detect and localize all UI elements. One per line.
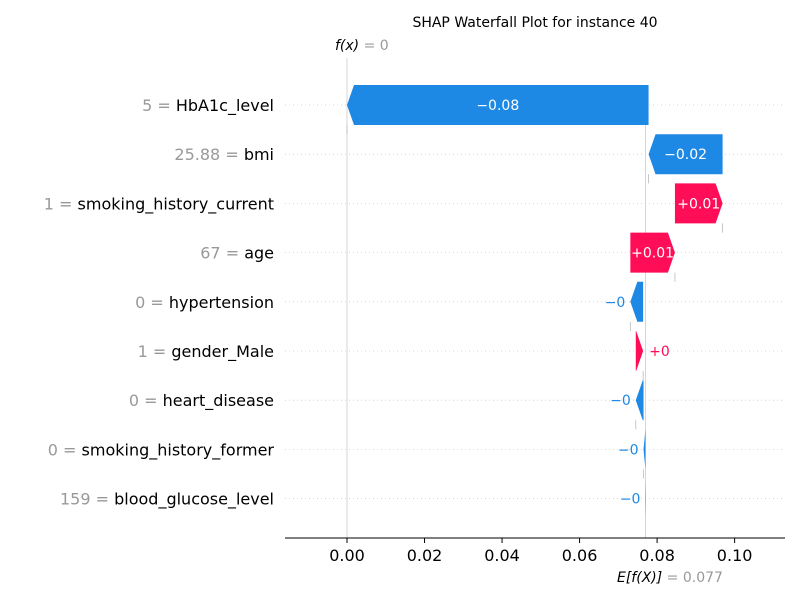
feature-name: smoking_history_former (82, 440, 275, 460)
negative-shap-bar (347, 85, 649, 125)
bar-value-label: +0 (649, 344, 670, 360)
feature-label: 0 = smoking_history_former (48, 440, 275, 460)
chart-title: SHAP Waterfall Plot for instance 40 (412, 15, 657, 31)
bars-layer (347, 85, 723, 519)
x-tick-label: 0.00 (329, 546, 365, 565)
feature-equals: = (220, 145, 244, 164)
feature-value: 1 (44, 194, 54, 213)
labels-layer: −0.08 5 = HbA1c_level −0.02 25.88 = bmi +0.0… (44, 96, 720, 510)
feature-label: 5 = HbA1c_level (142, 96, 274, 116)
bar-value-label: +0.01 (677, 196, 720, 212)
positive-shap-bar (674, 183, 723, 224)
feature-label: 25.88 = bmi (174, 145, 274, 164)
efx-equals: = (667, 570, 683, 586)
feature-value: 67 (200, 244, 220, 263)
feature-equals: = (145, 293, 169, 312)
feature-label: 0 = heart_disease (129, 391, 274, 411)
feature-name: blood_glucose_level (114, 490, 274, 510)
feature-value: 0 (48, 440, 58, 459)
positive-shap-bar (630, 232, 675, 273)
feature-name: bmi (244, 145, 274, 164)
feature-label: 0 = hypertension (135, 293, 274, 312)
x-tick-label: 0.06 (562, 546, 598, 565)
x-tick-label: 0.10 (717, 546, 753, 565)
feature-name: smoking_history_current (78, 194, 274, 214)
bar-value-label: −0 (618, 442, 639, 458)
bar-value-label: −0.02 (664, 147, 707, 163)
feature-label: 67 = age (200, 244, 274, 263)
x-axis-ticks: 0.00 0.02 0.04 0.06 0.08 0.10 (329, 538, 752, 565)
bar-value-label: −0 (610, 393, 631, 409)
bar-value-label: −0 (605, 295, 626, 311)
feature-value: 25.88 (174, 145, 220, 164)
x-tick-label: 0.04 (484, 546, 520, 565)
feature-name: gender_Male (171, 342, 274, 362)
negative-shap-bar (643, 429, 646, 470)
negative-shap-bar (635, 380, 644, 421)
feature-equals: = (54, 194, 78, 213)
efx-value: 0.077 (683, 570, 723, 586)
feature-equals: = (148, 342, 172, 361)
feature-value: 0 (129, 391, 139, 410)
feature-name: heart_disease (163, 391, 274, 411)
feature-equals: = (139, 391, 163, 410)
feature-equals: = (221, 244, 245, 263)
fx-label: f(x) (335, 38, 359, 54)
feature-equals: = (58, 440, 82, 459)
feature-value: 159 (60, 490, 91, 509)
fx-annotation: f(x) = 0 (335, 38, 389, 54)
feature-label: 1 = gender_Male (138, 342, 274, 362)
bar-value-label: −0 (620, 492, 641, 508)
fx-equals: = (364, 38, 380, 54)
feature-equals: = (91, 490, 115, 509)
feature-name: HbA1c_level (176, 96, 274, 116)
positive-shap-bar (635, 331, 644, 371)
efx-annotation: E[f(X)] = 0.077 (617, 570, 723, 586)
feature-name: hypertension (169, 293, 274, 312)
feature-value: 1 (138, 342, 148, 361)
negative-shap-bar (648, 134, 723, 175)
feature-name: age (244, 244, 274, 263)
grid-layer (285, 58, 785, 538)
feature-value: 0 (135, 293, 145, 312)
negative-shap-bar (630, 281, 644, 322)
bar-value-label: −0.08 (476, 98, 519, 114)
feature-label: 159 = blood_glucose_level (60, 490, 274, 510)
x-tick-label: 0.08 (639, 546, 675, 565)
feature-equals: = (152, 96, 176, 115)
feature-label: 1 = smoking_history_current (44, 194, 274, 214)
efx-label: E[f(X)] (617, 570, 662, 586)
feature-value: 5 (142, 96, 152, 115)
x-tick-label: 0.02 (407, 546, 443, 565)
fx-value: 0 (380, 38, 389, 54)
bar-value-label: +0.01 (631, 246, 674, 262)
